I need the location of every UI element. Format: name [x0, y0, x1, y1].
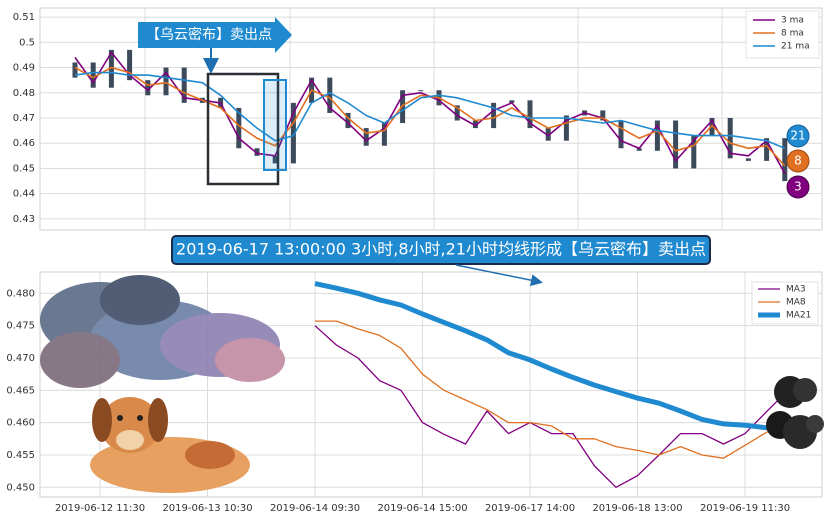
- legends: 3 ma 8 ma 21 ma MA3 MA8 MA21: [745, 10, 820, 325]
- candle: [727, 117, 733, 159]
- note-arrow-box: [138, 17, 292, 53]
- candle: [691, 135, 697, 169]
- x-tick-label: 2019-06-19 11:30: [700, 503, 790, 514]
- y-tick-label: 0.49: [13, 63, 35, 74]
- candle: [72, 62, 78, 78]
- candle: [764, 138, 770, 161]
- candle: [545, 128, 551, 141]
- y-tick-label: 0.45: [13, 163, 35, 174]
- badge: [786, 149, 810, 173]
- candle: [127, 49, 133, 81]
- title-box: [171, 235, 711, 265]
- smoke-illustration: [766, 376, 824, 449]
- candle: [418, 90, 424, 92]
- legend-box: [745, 10, 820, 59]
- candle: [636, 148, 642, 151]
- x-tick-label: 2019-06-18 13:00: [592, 503, 682, 514]
- highlight-box: [263, 79, 287, 171]
- candle: [236, 107, 242, 149]
- ma-line: [314, 281, 789, 432]
- cloud-illustration: [40, 275, 285, 388]
- badge: [786, 175, 810, 199]
- candle: [254, 148, 260, 156]
- legend-label: MA3: [786, 285, 806, 295]
- legend-label: 3 ma: [781, 16, 804, 26]
- y-tick-label: 0.450: [6, 482, 35, 493]
- candle: [327, 77, 333, 113]
- marks: [72, 49, 789, 488]
- candle: [472, 120, 478, 129]
- y-tick-label: 0.460: [6, 418, 35, 429]
- candle: [163, 67, 169, 96]
- badge-label: 3: [794, 180, 802, 194]
- candle: [673, 120, 679, 169]
- y-tick-label: 0.47: [13, 113, 35, 124]
- candle: [709, 117, 715, 136]
- ma-line: [314, 325, 789, 488]
- title-pointer: [455, 264, 543, 287]
- candle: [90, 62, 96, 88]
- y-tick-label: 0.46: [13, 138, 35, 149]
- candle: [454, 105, 460, 121]
- badge-label: 21: [790, 129, 805, 143]
- y-tick-label: 0.475: [6, 321, 35, 332]
- candle: [290, 102, 296, 164]
- y-tick-label: 0.43: [13, 214, 35, 225]
- y-tick-label: 0.480: [6, 288, 35, 299]
- annotations: 【乌云密布】卖出点 21 8 3 2019-06-17 13:00:00 3小时…: [40, 17, 824, 493]
- legend-label: 8 ma: [781, 29, 804, 39]
- note: 【乌云密布】卖出点: [146, 26, 272, 43]
- y-tick-label: 0.48: [13, 88, 35, 99]
- y-tick-label: 0.470: [6, 353, 35, 364]
- candle: [381, 123, 387, 146]
- candle: [618, 120, 624, 149]
- candle: [745, 158, 751, 161]
- plot-frame: [39, 271, 823, 498]
- ma-line: [74, 71, 786, 150]
- y-tick-label: 0.44: [13, 189, 35, 200]
- ma-line: [315, 320, 789, 459]
- x-tick-label: 2019-06-14 09:30: [270, 503, 360, 514]
- candle: [563, 115, 569, 141]
- legend-label: MA21: [786, 311, 811, 321]
- y-tick-label: 0.465: [6, 385, 35, 396]
- candle: [654, 120, 660, 151]
- candle: [363, 128, 369, 146]
- plot-frame: [39, 7, 823, 231]
- x-tick-label: 2019-06-12 11:30: [55, 503, 145, 514]
- x-tick-label: 2019-06-17 14:00: [485, 503, 575, 514]
- badge-label: 8: [794, 154, 802, 168]
- chart-title: 2019-06-17 13:00:00 3小时,8小时,21小时均线形成【乌云密…: [176, 240, 706, 259]
- candle: [509, 100, 515, 103]
- candle: [345, 112, 351, 129]
- legend-label: 21 ma: [781, 42, 810, 52]
- candle: [527, 100, 533, 129]
- y-tick-label: 0.51: [13, 12, 35, 23]
- candle: [600, 110, 606, 121]
- candle: [145, 80, 151, 96]
- legend-label: MA8: [786, 298, 806, 308]
- y-tick-label: 0.455: [6, 450, 35, 461]
- candle: [782, 138, 788, 182]
- x-tick-label: 2019-06-13 10:30: [162, 503, 252, 514]
- highlight-box: [206, 72, 280, 186]
- y-tick-label: 0.5: [19, 37, 35, 48]
- badge: [786, 124, 810, 148]
- candle: [181, 67, 187, 103]
- candle: [272, 155, 278, 164]
- candle: [108, 49, 114, 88]
- candle: [491, 102, 497, 129]
- x-tick-label: 2019-06-14 15:00: [377, 503, 467, 514]
- dog-illustration: [90, 397, 250, 493]
